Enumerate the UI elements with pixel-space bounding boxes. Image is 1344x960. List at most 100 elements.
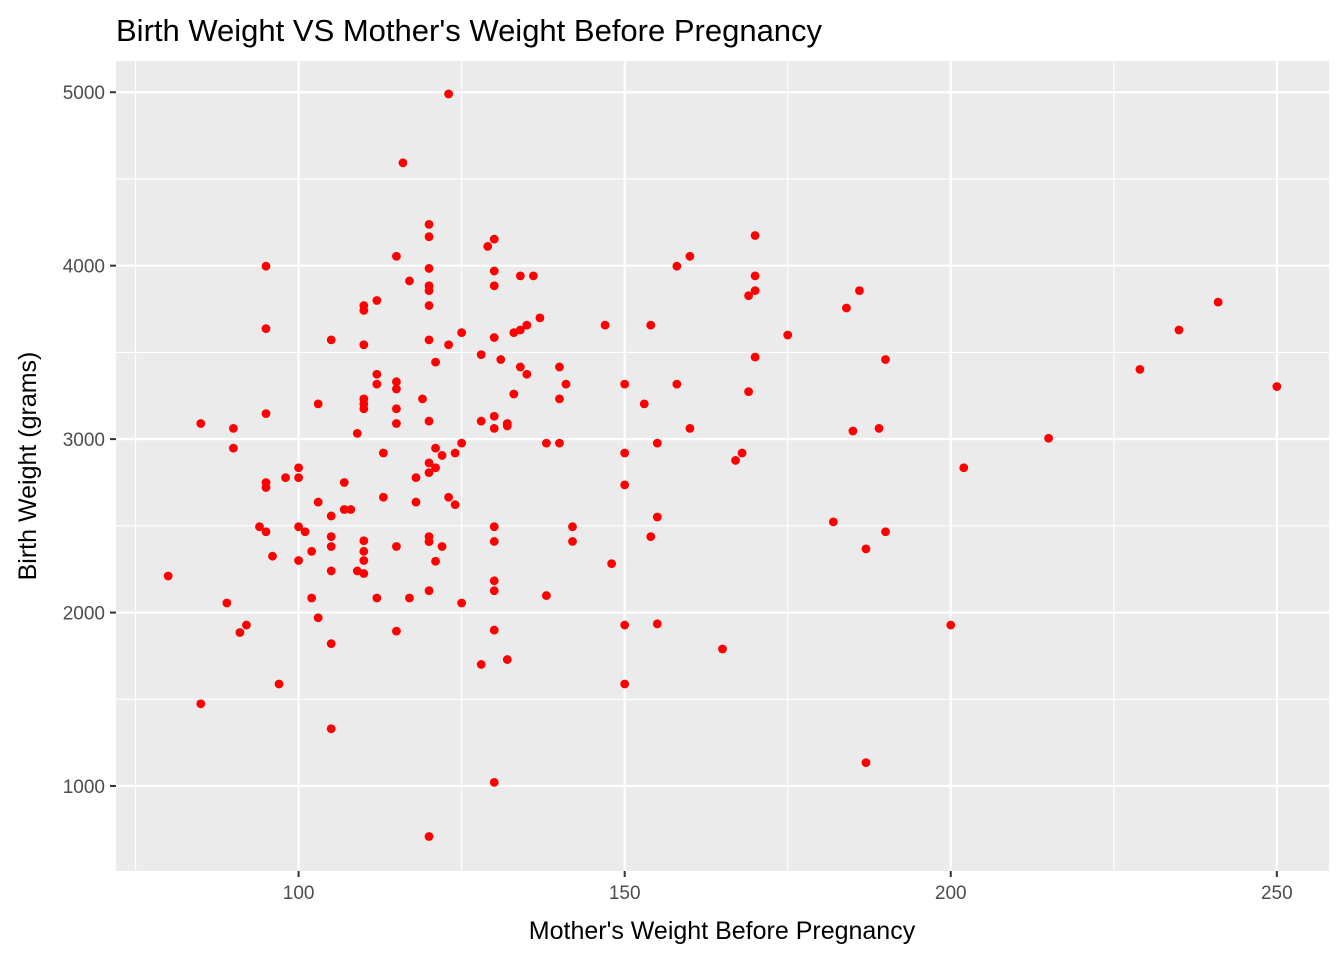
- data-point: [881, 355, 890, 364]
- data-point: [359, 546, 369, 556]
- data-point: [672, 261, 682, 271]
- data-point: [750, 271, 760, 281]
- data-point: [528, 271, 538, 281]
- data-point: [196, 699, 206, 709]
- data-point: [874, 423, 884, 433]
- data-point: [261, 324, 271, 334]
- data-point: [496, 355, 506, 364]
- y-axis-title: Birth Weight (grams): [14, 352, 42, 581]
- data-point: [476, 416, 486, 426]
- data-point: [848, 426, 858, 436]
- data-point: [261, 409, 271, 419]
- data-point: [685, 423, 695, 433]
- data-point: [307, 593, 317, 603]
- data-point: [489, 266, 499, 276]
- data-point: [1135, 364, 1145, 374]
- data-point: [555, 394, 564, 404]
- data-point: [228, 443, 238, 453]
- data-point: [502, 655, 512, 664]
- data-point: [255, 522, 264, 532]
- data-point: [235, 628, 245, 637]
- x-tick-label: 250: [1261, 883, 1293, 904]
- data-point: [392, 542, 401, 551]
- y-tick-label: 4000: [63, 257, 105, 278]
- data-point: [300, 527, 310, 537]
- data-point: [639, 399, 649, 409]
- data-point: [568, 537, 577, 546]
- data-point: [489, 234, 499, 244]
- data-point: [424, 416, 434, 426]
- y-tick-label: 3000: [63, 430, 105, 451]
- data-point: [555, 362, 564, 372]
- data-point: [457, 598, 467, 608]
- data-point: [431, 463, 440, 473]
- data-point: [489, 333, 499, 342]
- data-point: [359, 536, 369, 546]
- data-point: [483, 242, 493, 251]
- data-point: [398, 158, 408, 168]
- data-point: [222, 598, 232, 608]
- data-point: [959, 463, 969, 473]
- data-point: [489, 411, 499, 421]
- data-point: [294, 473, 304, 483]
- data-point: [457, 438, 467, 448]
- data-point: [372, 369, 382, 379]
- data-point: [405, 276, 414, 286]
- data-point: [646, 320, 656, 330]
- data-point: [489, 537, 499, 546]
- data-point: [620, 620, 630, 630]
- data-point: [392, 377, 401, 387]
- data-point: [359, 340, 369, 350]
- data-point: [372, 296, 382, 305]
- data-point: [359, 306, 369, 315]
- data-point: [568, 522, 577, 532]
- data-point: [418, 394, 427, 404]
- data-point: [444, 340, 453, 350]
- x-axis-ticks: 100 150 200 250: [283, 871, 1293, 904]
- data-point: [411, 473, 421, 483]
- data-point: [326, 511, 336, 521]
- data-point: [515, 362, 525, 372]
- data-point: [476, 660, 486, 669]
- data-point: [424, 832, 434, 841]
- data-point: [196, 419, 206, 428]
- data-point: [600, 320, 610, 330]
- data-point: [489, 625, 499, 635]
- data-point: [424, 537, 434, 547]
- data-point: [672, 379, 682, 389]
- data-point: [372, 593, 382, 603]
- data-point: [750, 352, 760, 362]
- data-point: [326, 566, 336, 576]
- data-point: [339, 478, 349, 487]
- x-axis-title: Mother's Weight Before Pregnancy: [529, 917, 916, 945]
- data-point: [274, 679, 284, 689]
- data-point: [744, 387, 753, 396]
- data-point: [228, 423, 238, 433]
- data-point: [326, 542, 336, 551]
- data-point: [326, 532, 336, 541]
- data-point: [437, 451, 447, 460]
- data-point: [424, 468, 434, 477]
- data-point: [268, 551, 277, 561]
- x-tick-label: 100: [283, 883, 315, 904]
- data-point: [372, 379, 382, 389]
- data-point: [718, 644, 727, 654]
- data-point: [411, 497, 421, 507]
- data-point: [489, 522, 499, 532]
- data-point: [392, 626, 401, 636]
- major-gridlines: [116, 61, 1329, 871]
- data-point: [242, 620, 251, 630]
- data-point: [424, 586, 434, 596]
- data-point: [652, 512, 662, 522]
- data-point: [424, 232, 434, 242]
- data-point: [515, 325, 525, 335]
- data-point: [307, 546, 317, 556]
- data-point: [489, 423, 499, 433]
- data-point: [620, 679, 630, 689]
- data-point: [855, 286, 864, 296]
- data-point: [522, 369, 532, 379]
- data-point: [652, 438, 662, 448]
- data-point: [620, 379, 630, 389]
- data-point: [431, 357, 440, 367]
- data-point: [535, 313, 545, 323]
